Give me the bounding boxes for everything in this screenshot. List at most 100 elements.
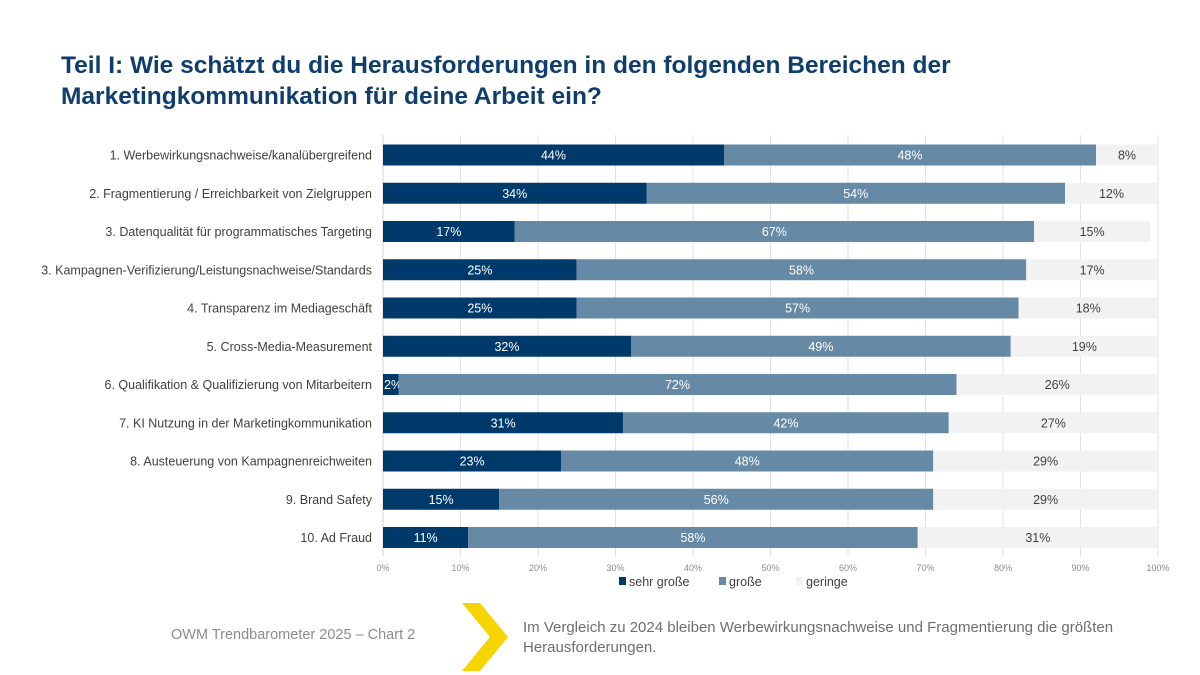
data-label: 19% [1072,340,1097,354]
data-label: 31% [1025,531,1050,545]
category-label: 7. KI Nutzung in der Marketingkommunikat… [119,416,372,430]
summary-note: Im Vergleich zu 2024 bleiben Werbewirkun… [523,619,1114,656]
bar-segment [1065,182,1158,204]
bar-segment [646,182,1065,204]
data-label: 72% [665,378,690,392]
x-tick-label: 70% [916,563,934,573]
chevron-right-icon [462,603,508,671]
category-label: 8. Austeuerung von Kampagnenreichweiten [130,455,372,469]
legend-swatch [719,577,726,585]
bar-segment [499,488,934,510]
category-label: 4. Transparenz im Mediageschäft [187,302,372,316]
bar-segment [1010,335,1158,357]
legend-label: sehr große [629,575,689,589]
bar-segment [933,488,1158,510]
data-label: 18% [1076,302,1101,316]
bar-segment [383,335,631,357]
x-tick-label: 20% [529,563,547,573]
bar-segment [1018,297,1158,319]
legend: sehr große große geringe [619,575,848,589]
bar-segment [917,527,1158,548]
data-label: 49% [808,340,833,354]
bar-segment [383,144,724,166]
data-label: 29% [1033,455,1058,469]
legend-label: geringe [806,575,848,589]
bar-segment [561,450,934,472]
x-tick-label: 40% [684,563,702,573]
bar-segment [383,488,500,510]
data-label: 57% [785,302,810,316]
data-label: 25% [467,302,492,316]
bar-segment [956,374,1158,395]
bar-segment [514,221,1034,242]
legend-label: große [729,575,762,589]
page-title: Teil I: Wie schätzt du die Herausforderu… [61,52,951,110]
bar-segment [398,374,957,395]
bar-segment [623,412,949,434]
bar-segment [383,182,647,204]
bar-segment [1034,221,1151,242]
bar-segment [383,374,399,395]
stacked-bar-chart: 44% 48% 8% 34% 54% 12% 17% 67% 15% 25% 58% 17% 25% 57… [41,135,1170,589]
bar-segment [383,297,577,319]
data-label: 31% [491,416,516,430]
data-label: 17% [1080,263,1105,277]
data-label: 17% [436,225,461,239]
legend-swatch [619,577,626,585]
data-label: 42% [773,416,798,430]
bar-segment [383,527,469,548]
data-label: 26% [1045,378,1070,392]
bar-segment [383,259,577,281]
x-tick-label: 80% [994,563,1012,573]
data-label: 2% [384,378,402,392]
bar-segment [383,412,624,434]
bar-segment [724,144,1096,166]
bar-segment [576,259,1027,281]
data-label: 29% [1033,493,1058,507]
x-tick-label: 10% [451,563,469,573]
category-label: 9. Brand Safety [286,493,373,507]
x-axis-ticks: 0% 10% 20% 30% 40% 50% 60% 70% 80% 90% 100% [376,563,1169,573]
data-label: 12% [1099,187,1124,201]
bar-segment [383,450,562,472]
bar-segment [383,221,515,242]
data-label: 56% [704,493,729,507]
bar-segment [1026,259,1158,281]
category-label: 2. Fragmentierung / Erreichbarkeit von Z… [89,187,372,201]
data-label: 25% [467,263,492,277]
data-label: 32% [494,340,519,354]
bar-segment [933,450,1158,472]
category-label: 3. Kampagnen-Verifizierung/Leistungsnach… [41,263,372,277]
x-tick-label: 30% [606,563,624,573]
data-label: 15% [429,493,454,507]
data-label: 23% [460,455,485,469]
data-label: 11% [414,531,438,545]
x-tick-label: 100% [1146,563,1169,573]
category-label: 1. Werbewirkungsnachweise/kanalübergreif… [110,149,372,163]
legend-swatch [796,577,803,585]
bar-segment [1096,144,1158,166]
bar-segment [576,297,1019,319]
category-label: 5. Cross-Media-Measurement [207,340,373,354]
category-label: 6. Qualifikation & Qualifizierung von Mi… [105,378,373,392]
x-tick-label: 90% [1071,563,1089,573]
bar-segment [468,527,918,548]
data-label: 8% [1118,149,1136,163]
data-label: 15% [1080,225,1105,239]
data-label: 58% [789,263,814,277]
data-label: 48% [735,455,760,469]
data-label: 48% [897,149,922,163]
x-tick-label: 60% [839,563,857,573]
data-label: 58% [680,531,705,545]
category-label: 3. Datenqualität für programmatisches Ta… [105,225,372,239]
bar-segment [948,412,1158,434]
x-tick-label: 0% [376,563,389,573]
data-label: 44% [541,149,566,163]
data-label: 67% [762,225,787,239]
bars: 44% 48% 8% 34% 54% 12% 17% 67% 15% 25% 58% 17% 25% 57… [383,144,1158,548]
source-caption: OWM Trendbarometer 2025 – Chart 2 [171,627,416,643]
x-tick-label: 50% [761,563,779,573]
data-label: 27% [1041,416,1066,430]
category-labels: 1. Werbewirkungsnachweise/kanalübergreif… [41,149,373,546]
data-label: 34% [502,187,527,201]
